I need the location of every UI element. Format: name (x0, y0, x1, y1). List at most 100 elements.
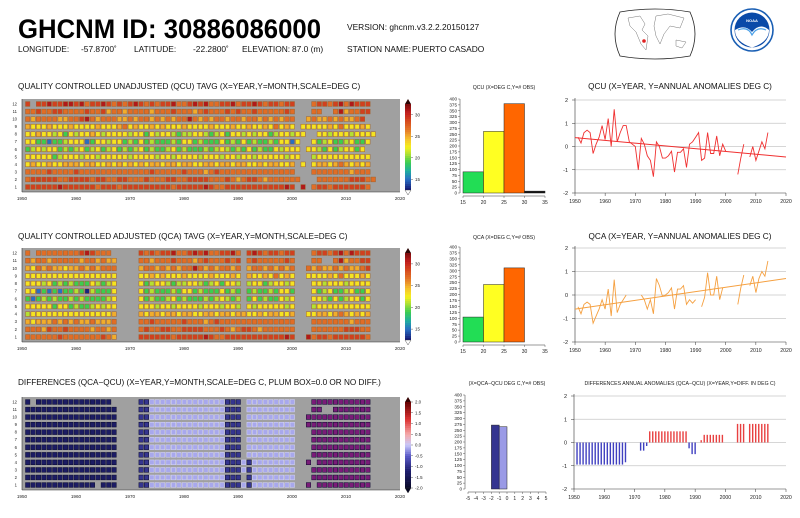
heatmap-cell (52, 459, 58, 466)
heatmap-cell (133, 123, 139, 130)
heatmap-cell (246, 265, 252, 271)
heatmap-cell (214, 250, 220, 256)
heatmap-cell (279, 123, 284, 130)
heatmap-cell (208, 176, 214, 183)
heatmap-cell (354, 429, 360, 435)
y-tick-label: 175 (449, 298, 457, 303)
heatmap-cell (322, 161, 328, 168)
heatmap-cell (333, 467, 338, 473)
colorbar-tick-label: 15 (415, 327, 420, 332)
heatmap-cell (36, 444, 41, 450)
heatmap-cell (192, 288, 198, 294)
heatmap-cell (311, 414, 317, 420)
heatmap-cell (73, 288, 79, 294)
heatmap-cell (198, 108, 203, 115)
heatmap-cell (73, 250, 79, 256)
heatmap-cell (230, 326, 236, 333)
heatmap-cell (192, 311, 198, 317)
heatmap-cell (187, 250, 193, 256)
heatmap-cell (246, 108, 252, 115)
diff-anomaly-bar (639, 442, 642, 451)
heatmap-cell (100, 146, 106, 152)
heatmap-cell (73, 437, 79, 443)
x-tick-label: 15 (460, 349, 466, 355)
heatmap-cell (327, 429, 333, 435)
x-tick-label: 20 (481, 200, 487, 206)
heatmap-cell (338, 154, 344, 160)
colorbar-min-arrow (404, 487, 412, 494)
qcu-histogram-title: QCU (X=DEG C,Y=# OBS) (473, 85, 536, 91)
heatmap-cell (90, 154, 95, 160)
colorbar-segment (405, 402, 411, 405)
colorbar-segment (405, 331, 411, 334)
heatmap-cell (52, 101, 58, 107)
heatmap-cell (84, 303, 90, 310)
year-tick-label: 1980 (179, 196, 190, 201)
heatmap-cell (316, 459, 322, 466)
heatmap-cell (106, 421, 112, 428)
heatmap-cell (219, 265, 225, 271)
heatmap-cell (235, 437, 241, 443)
heatmap-cell (235, 288, 241, 294)
heatmap-cell (160, 169, 166, 175)
heatmap-cell (322, 437, 328, 443)
heatmap-cell (165, 169, 171, 175)
heatmap-cell (241, 326, 247, 333)
x-tick-label: 25 (501, 200, 507, 206)
heatmap-cell (68, 146, 74, 152)
heatmap-cell (181, 273, 187, 279)
heatmap-cell (111, 414, 117, 420)
heatmap-cell (273, 414, 279, 420)
heatmap-cell (171, 421, 176, 428)
heatmap-cell (333, 139, 338, 145)
heatmap-cell (246, 303, 252, 310)
heatmap-cell (160, 399, 166, 405)
colorbar-segment (405, 429, 411, 433)
heatmap-cell (208, 101, 214, 107)
heatmap-cell (160, 482, 166, 488)
heatmap-cell (252, 399, 257, 405)
heatmap-cell (165, 184, 171, 190)
heatmap-cell (95, 296, 101, 302)
heatmap-cell (57, 399, 63, 405)
heatmap-cell (273, 250, 279, 256)
heatmap-cell (257, 154, 263, 160)
heatmap-cell (327, 421, 333, 428)
heatmap-cell (333, 250, 338, 256)
heatmap-cell (257, 108, 263, 115)
heatmap-cell (187, 459, 193, 466)
heatmap-cell (219, 303, 225, 310)
heatmap-cell (111, 123, 117, 130)
heatmap-cell (192, 334, 198, 340)
y-tick-label: -1 (563, 168, 568, 174)
heatmap-cell (235, 146, 241, 152)
heatmap-cell (354, 319, 360, 325)
heatmap-cell (57, 116, 63, 122)
heatmap-cell (235, 169, 241, 175)
heatmap-cell (63, 467, 68, 473)
heatmap-cell (252, 273, 257, 279)
heatmap-cell (268, 414, 274, 420)
heatmap-cell (198, 250, 203, 256)
heatmap-cell (149, 429, 155, 435)
heatmap-cell (268, 319, 274, 325)
heatmap-cell (262, 303, 268, 310)
heatmap-cell (354, 161, 360, 168)
heatmap-cell (289, 319, 295, 325)
heatmap-cell (171, 288, 176, 294)
colorbar-segment (405, 144, 411, 148)
heatmap-cell (257, 101, 263, 107)
month-tick-label: 5 (15, 452, 18, 457)
colorbar-segment (405, 151, 411, 154)
heatmap-cell (235, 319, 241, 325)
heatmap-cell (100, 437, 106, 443)
heatmap-cell (176, 334, 182, 340)
heatmap-cell (144, 311, 149, 317)
heatmap-cell (214, 184, 220, 190)
heatmap-cell (219, 257, 225, 264)
x-tick-label: 2020 (780, 495, 792, 501)
heatmap-cell (333, 108, 338, 115)
colorbar-segment (405, 125, 411, 128)
y-tick-label: 325 (449, 262, 457, 267)
heatmap-cell (25, 108, 31, 115)
